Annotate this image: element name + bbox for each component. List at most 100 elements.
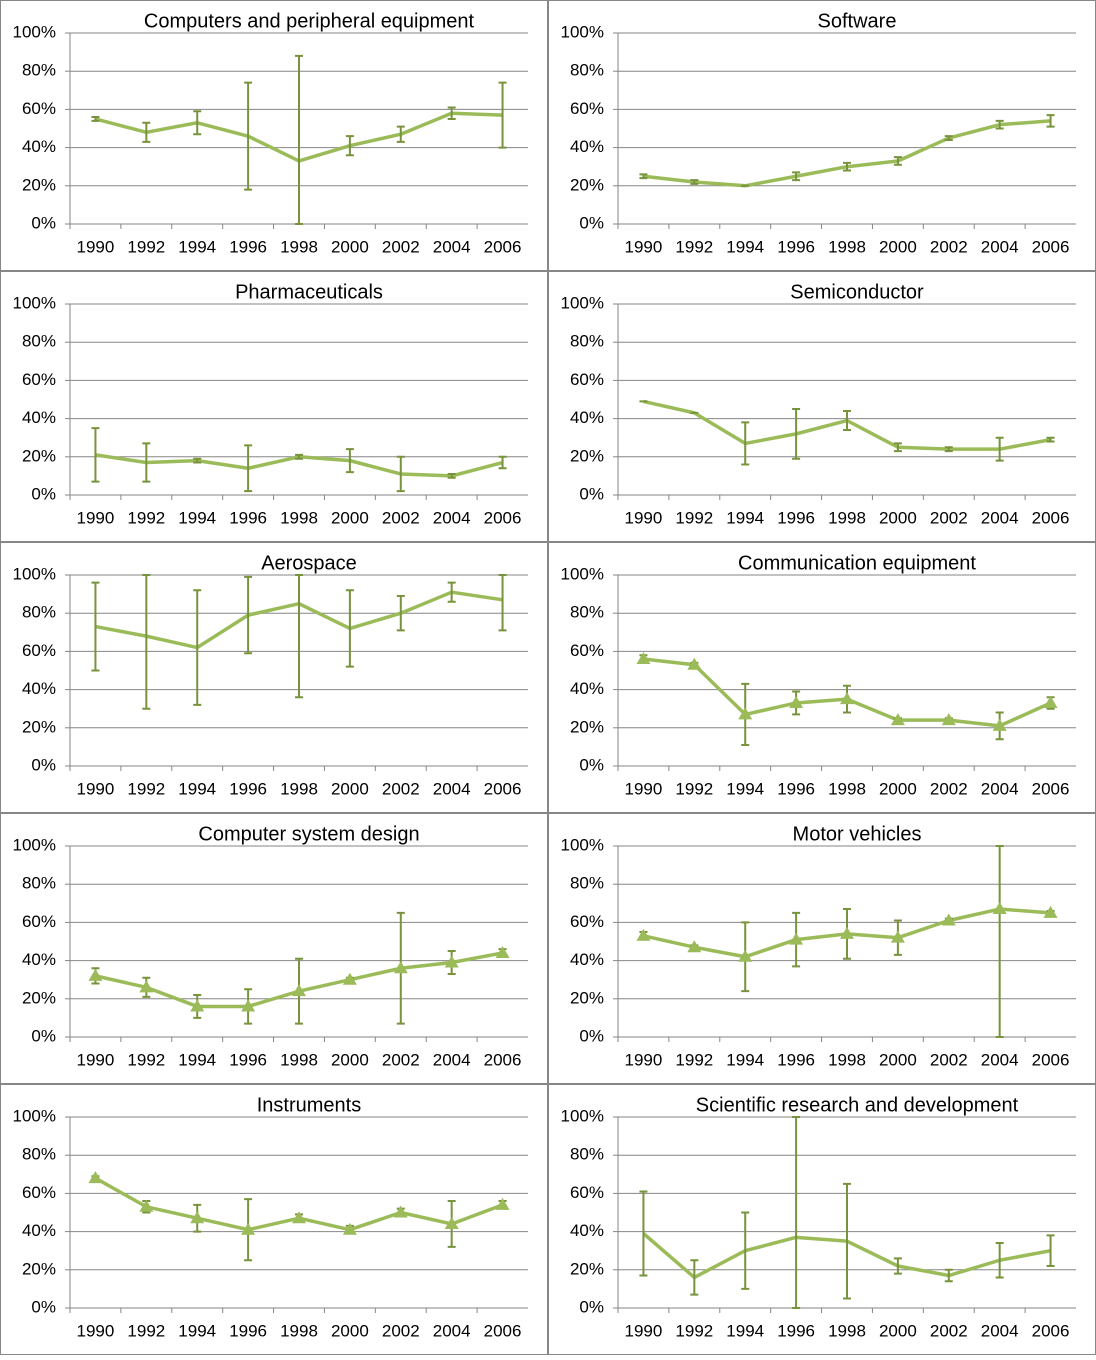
marker bbox=[292, 1211, 306, 1224]
x-tick-label: 2004 bbox=[433, 1050, 471, 1069]
x-tick-label: 1990 bbox=[625, 779, 663, 798]
error-bar bbox=[345, 135, 354, 157]
x-tick-label: 2002 bbox=[382, 779, 420, 798]
x-tick-label: 2004 bbox=[981, 779, 1019, 798]
x-tick-label: 1990 bbox=[77, 1321, 115, 1340]
x-tick-label: 2000 bbox=[331, 779, 369, 798]
marker bbox=[342, 972, 357, 985]
chart-title: Pharmaceuticals bbox=[235, 281, 383, 303]
y-tick-label: 40% bbox=[22, 408, 56, 427]
error-bar bbox=[639, 173, 648, 180]
panel-border bbox=[548, 542, 1096, 813]
x-tick-label: 1992 bbox=[675, 1050, 713, 1069]
y-tick-label: 20% bbox=[570, 446, 604, 465]
panel: 0% 20% 40% 60% 80% 100% 1990 1992 1994 1996 1998 20… bbox=[0, 542, 548, 813]
y-tick-label: 40% bbox=[22, 950, 56, 969]
y-tick-label: 100% bbox=[13, 835, 56, 854]
chart-title: Instruments bbox=[257, 1094, 361, 1116]
x-tick-label: 1998 bbox=[828, 237, 866, 256]
marker bbox=[139, 1199, 154, 1212]
y-tick-label: 40% bbox=[570, 950, 604, 969]
marker bbox=[241, 999, 256, 1012]
y-tick-label: 60% bbox=[570, 1183, 604, 1202]
error-bar bbox=[995, 436, 1004, 462]
y-tick-label: 80% bbox=[22, 61, 56, 80]
y-tick-label: 20% bbox=[570, 717, 604, 736]
panel: 0% 20% 40% 60% 80% 100% 1990 1992 1994 1996 1998 20… bbox=[548, 813, 1096, 1084]
error-bar bbox=[193, 589, 202, 706]
panel: 0% 20% 40% 60% 80% 100% 1990 1992 1994 1996 1998 20… bbox=[548, 271, 1096, 542]
y-tick-label: 0% bbox=[579, 755, 604, 774]
marker bbox=[88, 968, 103, 981]
x-tick-label: 1992 bbox=[675, 508, 713, 527]
error-bar bbox=[91, 581, 100, 672]
chart-title: Communication equipment bbox=[738, 552, 976, 574]
chart-title: Semiconductor bbox=[790, 281, 924, 303]
y-tick-label: 40% bbox=[22, 1221, 56, 1240]
y-tick-label: 60% bbox=[22, 370, 56, 389]
x-tick-label: 2002 bbox=[930, 1321, 968, 1340]
x-tick-label: 1998 bbox=[280, 1321, 318, 1340]
error-bar bbox=[193, 110, 202, 136]
x-tick-label: 1998 bbox=[280, 779, 318, 798]
error-bar bbox=[792, 171, 801, 182]
x-tick-label: 2006 bbox=[484, 1050, 522, 1069]
y-tick-label: 0% bbox=[31, 1297, 56, 1316]
x-tick-label: 1998 bbox=[828, 1321, 866, 1340]
y-tick-label: 80% bbox=[570, 332, 604, 351]
error-bar bbox=[741, 1211, 750, 1290]
error-bar bbox=[396, 595, 405, 632]
x-tick-label: 2002 bbox=[382, 237, 420, 256]
y-tick-label: 80% bbox=[570, 603, 604, 622]
marker bbox=[890, 930, 905, 943]
x-tick-label: 1996 bbox=[229, 1050, 267, 1069]
panel-border bbox=[0, 0, 548, 271]
y-tick-label: 60% bbox=[570, 370, 604, 389]
marker bbox=[789, 932, 804, 945]
y-tick-label: 100% bbox=[561, 22, 604, 41]
panel: 0% 20% 40% 60% 80% 100% 1990 1992 1994 1996 1998 20… bbox=[548, 0, 1096, 271]
panel-border bbox=[548, 271, 1096, 542]
error-bar bbox=[792, 408, 801, 460]
y-tick-label: 40% bbox=[22, 679, 56, 698]
y-tick-label: 80% bbox=[570, 874, 604, 893]
y-tick-label: 60% bbox=[22, 1183, 56, 1202]
error-bar bbox=[142, 574, 151, 710]
marker bbox=[992, 718, 1007, 731]
x-tick-label: 1996 bbox=[777, 1050, 815, 1069]
error-bar bbox=[447, 472, 456, 479]
error-bar bbox=[893, 156, 902, 166]
y-tick-label: 20% bbox=[22, 446, 56, 465]
x-tick-label: 2000 bbox=[879, 508, 917, 527]
x-tick-label: 2006 bbox=[1032, 1321, 1070, 1340]
x-tick-label: 1992 bbox=[675, 237, 713, 256]
error-bar bbox=[396, 455, 405, 493]
y-tick-label: 60% bbox=[22, 912, 56, 931]
x-tick-label: 1992 bbox=[127, 508, 165, 527]
error-bar bbox=[447, 581, 456, 603]
x-tick-label: 2000 bbox=[879, 237, 917, 256]
x-tick-label: 2000 bbox=[331, 1321, 369, 1340]
error-bar bbox=[893, 1257, 902, 1275]
x-tick-label: 2000 bbox=[331, 1050, 369, 1069]
x-tick-label: 1994 bbox=[178, 1321, 216, 1340]
chart-title: Motor vehicles bbox=[793, 823, 922, 845]
x-tick-label: 2006 bbox=[1032, 1050, 1070, 1069]
panel: 0% 20% 40% 60% 80% 100% 1990 1992 1994 1996 1998 20… bbox=[548, 1084, 1096, 1355]
x-tick-label: 1998 bbox=[828, 508, 866, 527]
chart-title: Computers and peripheral equipment bbox=[144, 10, 475, 32]
x-tick-label: 2006 bbox=[484, 508, 522, 527]
marker bbox=[1043, 905, 1058, 918]
x-tick-label: 1998 bbox=[280, 237, 318, 256]
error-bar bbox=[995, 845, 1004, 1038]
marker bbox=[393, 961, 408, 974]
marker bbox=[738, 707, 753, 720]
x-tick-label: 2006 bbox=[484, 237, 522, 256]
y-tick-label: 40% bbox=[22, 137, 56, 156]
panel-border bbox=[0, 813, 548, 1084]
x-tick-label: 2004 bbox=[433, 1321, 471, 1340]
marker bbox=[687, 657, 702, 670]
error-bar bbox=[944, 1268, 953, 1283]
y-tick-label: 60% bbox=[22, 99, 56, 118]
y-tick-label: 0% bbox=[31, 755, 56, 774]
